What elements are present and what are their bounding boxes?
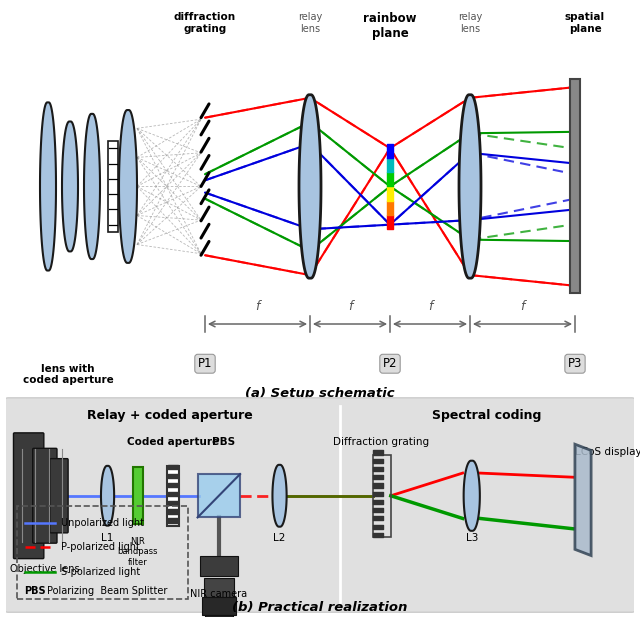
Text: Relay + coded aperture: Relay + coded aperture (88, 409, 253, 422)
Text: f: f (348, 301, 352, 313)
Polygon shape (40, 103, 56, 270)
Bar (108, 140, 118, 232)
Text: L3: L3 (465, 533, 478, 543)
Text: f: f (520, 301, 525, 313)
Text: (a) Setup schematic: (a) Setup schematic (245, 387, 395, 401)
Text: f: f (255, 301, 260, 313)
Bar (372, 454, 391, 537)
Text: Diffraction grating: Diffraction grating (333, 437, 429, 447)
Polygon shape (101, 466, 114, 525)
Text: Unpolarized light: Unpolarized light (61, 518, 144, 527)
Text: Coded aperture: Coded aperture (127, 437, 220, 447)
Polygon shape (459, 94, 481, 278)
Bar (202, 597, 236, 616)
FancyBboxPatch shape (3, 398, 637, 612)
Bar (570, 79, 580, 294)
Polygon shape (463, 461, 480, 531)
Text: rainbow
plane: rainbow plane (364, 12, 417, 40)
FancyBboxPatch shape (50, 459, 68, 533)
Bar (133, 467, 143, 524)
Text: P1: P1 (198, 357, 212, 370)
FancyBboxPatch shape (33, 449, 57, 543)
Polygon shape (273, 465, 287, 527)
FancyBboxPatch shape (13, 433, 44, 559)
Text: lens with
coded aperture: lens with coded aperture (22, 364, 113, 385)
Polygon shape (299, 94, 321, 278)
Polygon shape (119, 110, 137, 263)
Bar (198, 474, 240, 517)
Text: NIR camera: NIR camera (190, 589, 248, 599)
Text: P-polarized light: P-polarized light (61, 542, 140, 553)
Text: L1: L1 (101, 533, 114, 543)
Text: Spectral coding: Spectral coding (432, 409, 541, 422)
Text: (b) Practical realization: (b) Practical realization (232, 601, 408, 614)
Bar (167, 466, 179, 525)
Text: PBS: PBS (212, 437, 236, 447)
Text: S-polarized light: S-polarized light (61, 567, 140, 577)
Polygon shape (575, 444, 591, 556)
Text: Objective lens: Objective lens (10, 564, 79, 574)
Text: P2: P2 (383, 357, 397, 370)
Bar (17, 506, 189, 599)
Text: diffraction
grating: diffraction grating (174, 12, 236, 34)
Text: NIR
bandpass
filter: NIR bandpass filter (118, 537, 158, 567)
Polygon shape (84, 114, 100, 259)
Text: LCoS display: LCoS display (575, 447, 640, 457)
Text: P3: P3 (568, 357, 582, 370)
Text: PBS: PBS (24, 586, 46, 595)
Bar (205, 616, 233, 630)
Text: relay
lens: relay lens (298, 12, 322, 34)
Text: relay
lens: relay lens (458, 12, 482, 34)
Bar (204, 578, 234, 597)
Text: Polarizing  Beam Splitter: Polarizing Beam Splitter (47, 586, 167, 595)
Bar (200, 556, 238, 576)
Text: f: f (428, 301, 432, 313)
Text: spatial
plane: spatial plane (565, 12, 605, 34)
Text: L2: L2 (273, 533, 285, 543)
Polygon shape (62, 122, 78, 251)
